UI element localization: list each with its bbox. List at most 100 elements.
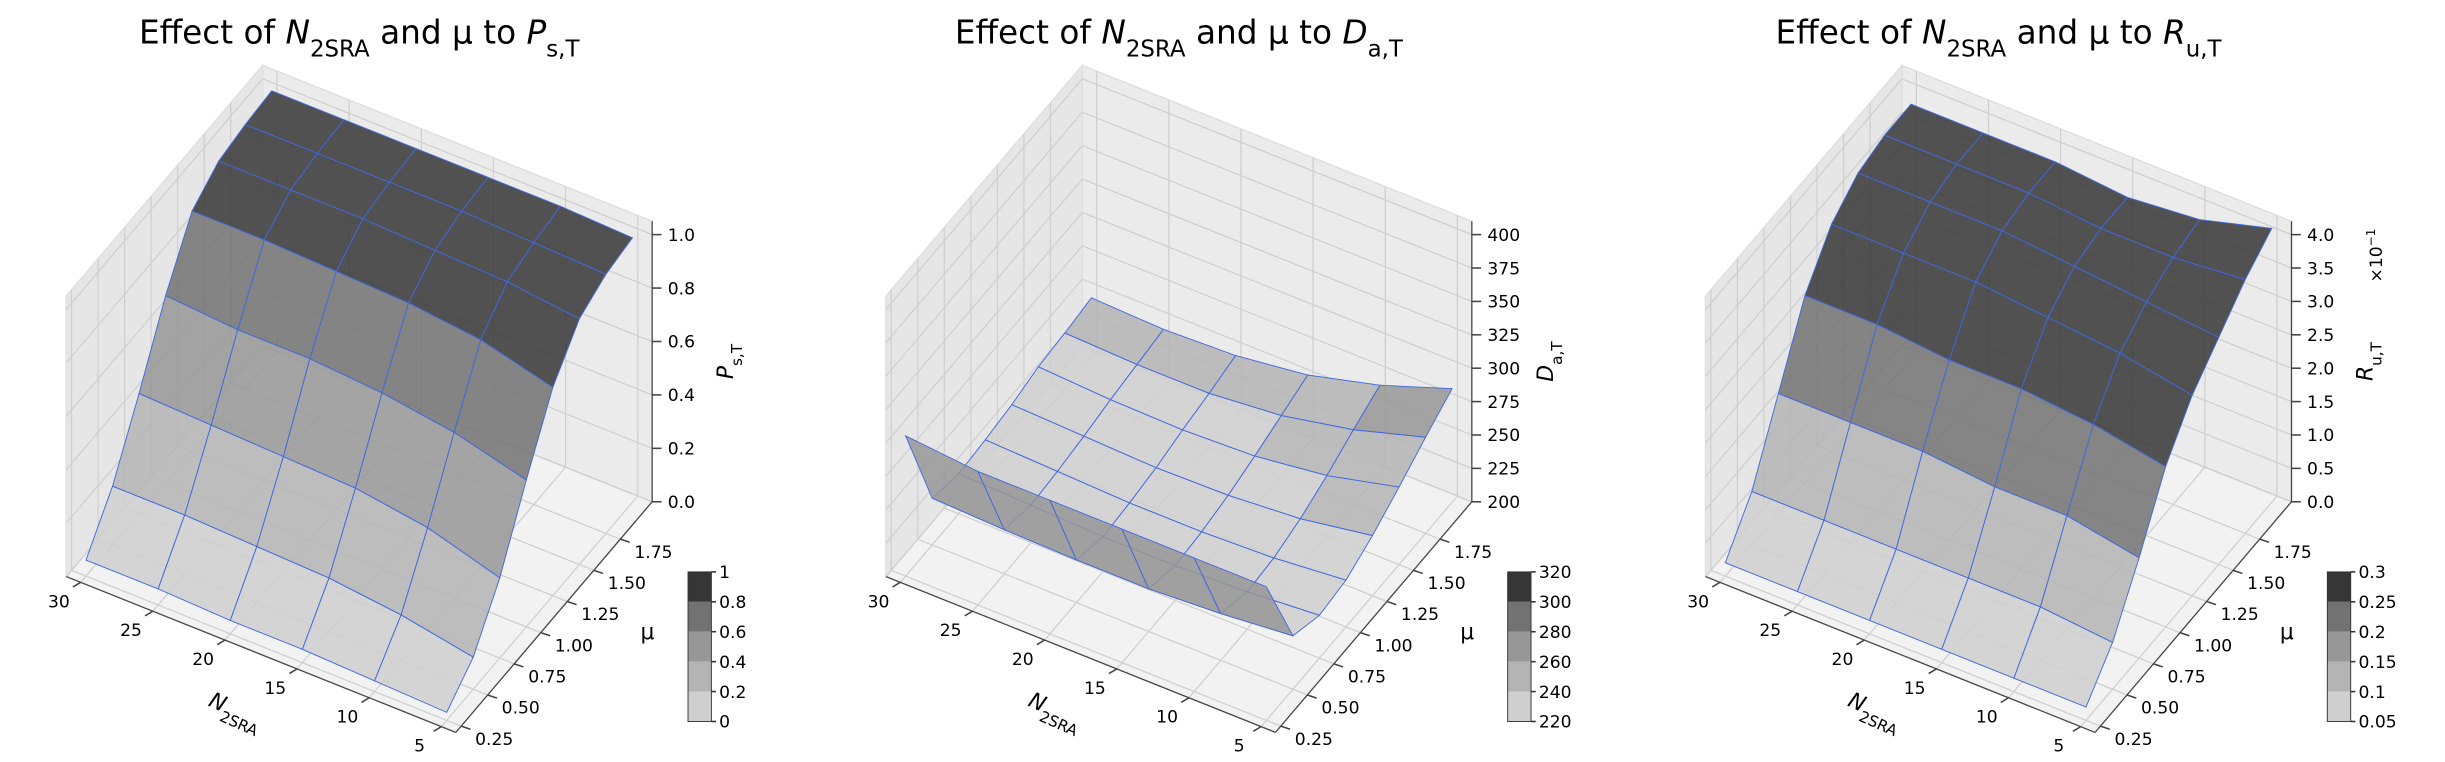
x-axis-label: N2SRA	[202, 688, 267, 740]
chart-title-part: N	[285, 14, 309, 52]
x-tick	[1108, 668, 1118, 675]
y-tick	[513, 663, 524, 668]
colorbar-bin	[688, 571, 712, 602]
grid-line	[885, 211, 1083, 444]
x-tick-label: 30	[1687, 592, 1709, 612]
z-axis-label-sub: a,T	[1548, 341, 1566, 365]
grid-line	[1705, 78, 1903, 310]
colorbar-tick-label: 0.2	[2358, 623, 2385, 643]
y-tick-label: 1.50	[2247, 574, 2285, 594]
colorbar-tick-label: 0.05	[2358, 713, 2396, 733]
x-tick	[1711, 581, 1721, 588]
y-tick	[2153, 663, 2164, 668]
y-axis-label: μ	[1460, 620, 1474, 645]
chart-title: Effect of N2SRA and μ to Da,T	[955, 14, 1404, 63]
x-tick	[892, 581, 901, 588]
y-axis-label: μ	[641, 620, 655, 645]
y-tick	[2100, 725, 2111, 731]
colorbar-tick-label: 0.15	[2358, 653, 2396, 673]
x-tick-label: 20	[192, 650, 214, 670]
x-tick-label: 20	[1012, 650, 1034, 670]
y-tick-label: 1.75	[1454, 543, 1492, 563]
y-tick-label: 0.25	[1295, 730, 1333, 750]
y-axis	[2094, 501, 2292, 733]
chart-title-part: Effect of	[955, 14, 1102, 52]
grid-line	[885, 145, 1083, 377]
chart-title-part: Effect of	[1775, 14, 1922, 52]
x-tick-label: 15	[264, 679, 286, 699]
colorbar-tick-label: 220	[1539, 713, 1572, 733]
z-tick-label: 350	[1487, 293, 1520, 313]
y-tick	[540, 631, 551, 637]
x-tick-label: 10	[1156, 708, 1178, 728]
grid-line	[1082, 211, 1473, 369]
x-tick	[2000, 697, 2009, 704]
colorbar-tick-label: 0	[719, 713, 730, 733]
x-tick-label: 20	[1832, 650, 1854, 670]
chart-title-part: R	[2163, 14, 2186, 52]
y-tick-label: 0.25	[475, 730, 513, 750]
y-tick	[593, 569, 604, 575]
y-tick-label: 0.75	[528, 668, 566, 688]
x-tick	[288, 668, 298, 675]
z-tick-label: 275	[1487, 393, 1520, 413]
chart-title-sub: s,T	[546, 37, 580, 63]
y-tick	[567, 600, 577, 606]
grid-line	[917, 538, 1308, 696]
z-tick-label: 0.0	[668, 493, 695, 513]
x-tick-label: 5	[2053, 737, 2064, 757]
x-tick	[433, 725, 442, 732]
x-tick-label: 10	[337, 708, 359, 728]
y-tick-label: 0.75	[1348, 668, 1386, 688]
x-axis-label-sub: 2SRA	[1856, 707, 1900, 740]
grid-line	[65, 78, 264, 310]
colorbar-bin	[688, 601, 712, 632]
y-tick-label: 1.75	[2274, 543, 2312, 563]
chart-title-part: N	[1101, 14, 1125, 52]
colorbar-tick-label: 0.6	[719, 623, 746, 643]
y-tick	[1413, 569, 1424, 575]
z-tick-label: 1.0	[668, 226, 695, 246]
grid-line	[1082, 145, 1473, 302]
z-tick-label: 1.5	[2307, 393, 2334, 413]
colorbar-bin	[2327, 661, 2351, 692]
grid-line	[1710, 569, 2101, 727]
colorbar-tick-label: 1	[719, 563, 730, 583]
x-axis-label: N2SRA	[1022, 688, 1087, 740]
grid-line	[885, 178, 1083, 411]
grid-line	[885, 78, 1083, 310]
chart-title-sub: 2SRA	[310, 37, 370, 63]
z-tick-label: 400	[1487, 226, 1520, 246]
chart-title: Effect of N2SRA and μ to Ru,T	[1775, 14, 2222, 63]
z-tick-label: 2.0	[2307, 359, 2334, 379]
colorbar-bin	[1507, 571, 1532, 602]
z-axis-label-part: P	[714, 365, 739, 379]
z-tick-label: 300	[1487, 359, 1520, 379]
z-tick-label: 375	[1487, 259, 1520, 279]
z-offset-label-part: ×10	[2367, 246, 2387, 282]
grid-line	[440, 495, 639, 728]
colorbar-frame	[2326, 571, 2352, 722]
y-axis-label-part: μ	[2280, 620, 2294, 645]
y-axis	[1275, 501, 1473, 733]
x-tick-label: 10	[1976, 708, 1998, 728]
z-tick-label: 0.5	[2307, 460, 2334, 480]
z-tick-label: 0.8	[668, 279, 695, 299]
colorbar-bin	[2327, 691, 2351, 722]
colorbar-bin	[1507, 601, 1532, 632]
x-tick	[1856, 639, 1865, 646]
y-tick	[620, 538, 630, 544]
chart-title-sub: a,T	[1368, 37, 1404, 63]
colorbar-bin	[2327, 571, 2351, 602]
z-axis-label: Da,T	[1534, 341, 1566, 382]
colorbar-frame	[687, 571, 712, 722]
y-axis-label-part: μ	[1460, 620, 1474, 645]
y-tick-label: 1.50	[608, 574, 646, 594]
y-axis-label-part: μ	[641, 620, 655, 645]
y-tick-label: 1.00	[555, 636, 593, 656]
y-tick-label: 0.50	[2141, 699, 2179, 719]
y-tick-label: 1.50	[1427, 574, 1465, 594]
colorbar-bin	[688, 691, 712, 722]
